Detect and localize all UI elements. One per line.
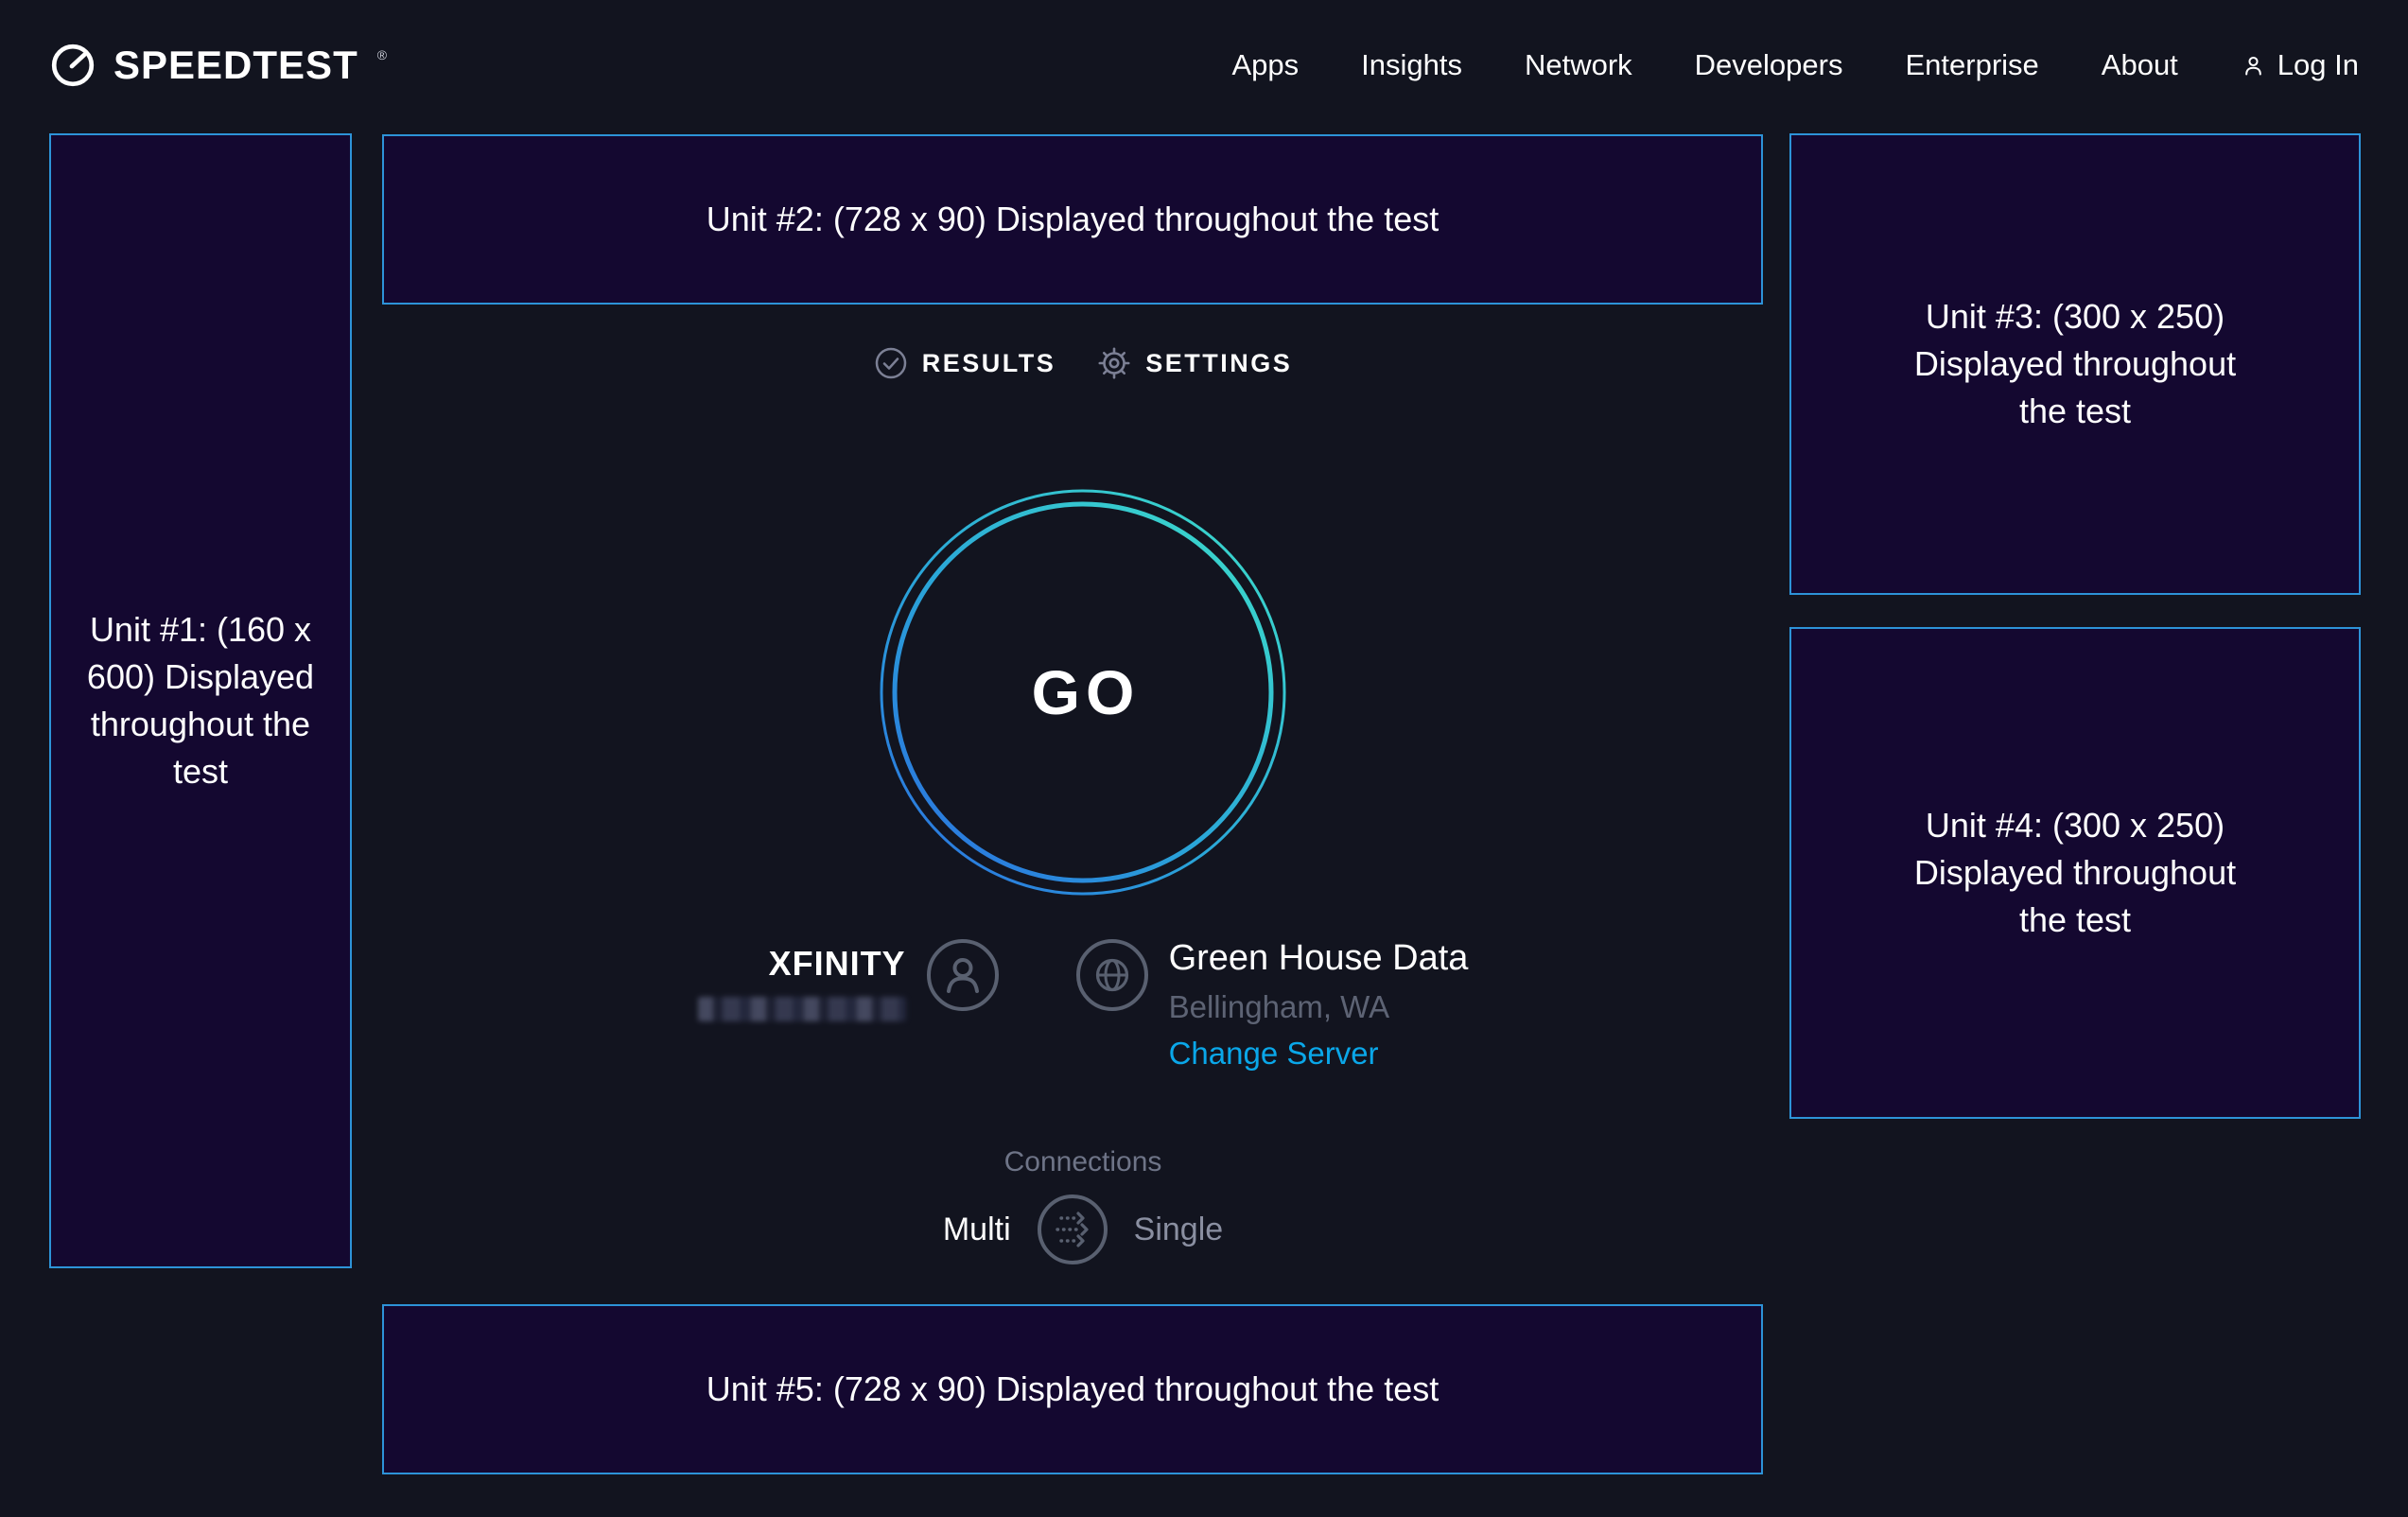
server-block: Green House Data Bellingham, WA Change S… [1074,929,1469,1072]
nav-enterprise[interactable]: Enterprise [1905,48,2039,81]
ad-unit-3[interactable]: Unit #3: (300 x 250) Displayed throughou… [1789,133,2361,595]
connection-info: XFINITY Green House Data [364,929,1802,1072]
nav-apps[interactable]: Apps [1231,48,1300,81]
ad-unit-5[interactable]: Unit #5: (728 x 90) Displayed throughout… [382,1304,1763,1474]
redacted-ip-address [697,997,906,1021]
tab-results[interactable]: RESULTS [874,346,1056,380]
tab-settings-label: SETTINGS [1145,348,1293,377]
speedtest-gauge-icon [51,44,95,87]
logo-trademark: ® [376,47,388,62]
gear-icon [1098,347,1130,379]
main-content: RESULTS SETTINGS [364,0,1802,1517]
change-server-link[interactable]: Change Server [1168,1036,1379,1071]
header: SPEEDTEST ® Apps Insights Network Develo… [0,0,2408,131]
ad-unit-1-text: Unit #1: (160 x 600) Displayed throughou… [86,610,315,791]
multi-connection-arrows-icon [1037,1194,1108,1264]
ad-unit-5-text: Unit #5: (728 x 90) Displayed throughout… [706,1369,1440,1408]
person-circle-icon [926,939,999,1011]
server-location: Bellingham, WA [1168,989,1390,1024]
ad-unit-1[interactable]: Unit #1: (160 x 600) Displayed throughou… [49,133,352,1268]
connections-label: Connections [1003,1146,1162,1177]
connections-toggle: Multi Single [364,1194,1802,1265]
ad-unit-3-text: Unit #3: (300 x 250) Displayed throughou… [1913,297,2237,430]
login-link[interactable]: Log In [2241,48,2359,82]
main-nav: Apps Insights Network Developers Enterpr… [1231,48,2359,82]
go-row: GO [364,484,1802,900]
ad-unit-2[interactable]: Unit #2: (728 x 90) Displayed throughout… [382,134,1763,305]
go-button[interactable]: GO [875,484,1291,900]
connections-option-multi[interactable]: Multi [942,1211,1011,1247]
go-button-label: GO [1031,657,1141,727]
tabs-bar: RESULTS SETTINGS [364,346,1802,380]
ad-unit-4-text: Unit #4: (300 x 250) Displayed throughou… [1913,806,2237,939]
check-circle-icon [875,347,906,379]
isp-details: XFINITY [697,944,906,1021]
isp-name: XFINITY [768,944,906,983]
connections-label-row: Connections [364,1146,1802,1178]
connections-toggle-button[interactable] [1037,1194,1108,1265]
logo-text: SPEEDTEST [113,43,358,87]
ad-unit-4[interactable]: Unit #4: (300 x 250) Displayed throughou… [1789,627,2361,1119]
nav-developers[interactable]: Developers [1694,48,1843,81]
connections-option-single[interactable]: Single [1133,1211,1224,1247]
login-label: Log In [2277,48,2359,81]
tab-settings[interactable]: SETTINGS [1097,346,1292,380]
isp-block: XFINITY [697,929,1001,1021]
logo[interactable]: SPEEDTEST ® [49,42,387,89]
person-icon [2244,56,2261,76]
tab-results-label: RESULTS [921,348,1056,377]
go-ring-icon [880,489,1286,896]
globe-circle-icon [1075,939,1148,1011]
nav-network[interactable]: Network [1524,48,1632,81]
nav-about[interactable]: About [2101,48,2178,81]
ad-unit-2-text: Unit #2: (728 x 90) Displayed throughout… [706,200,1440,238]
server-details: Green House Data Bellingham, WA Change S… [1169,938,1469,1072]
nav-insights[interactable]: Insights [1361,48,1462,81]
server-name: Green House Data [1168,938,1469,978]
